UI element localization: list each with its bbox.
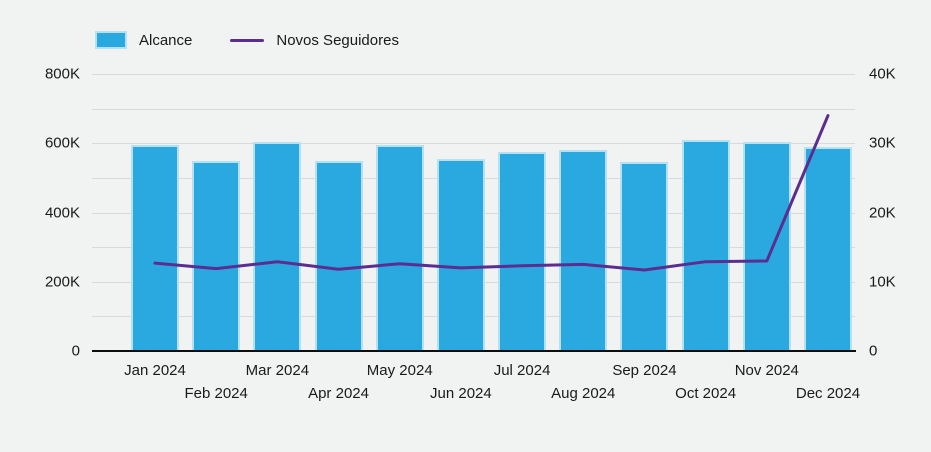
bar-dec-2024[interactable] xyxy=(803,146,852,351)
novos-seguidores-swatch-icon xyxy=(230,38,265,42)
plot-area xyxy=(92,74,855,351)
x-axis-label-jul-2024: Jul 2024 xyxy=(493,362,551,379)
bar-oct-2024[interactable] xyxy=(681,139,730,351)
x-axis-label-apr-2024: Apr 2024 xyxy=(308,385,369,402)
bar-feb-2024[interactable] xyxy=(192,160,241,351)
legend-item-novos-seguidores[interactable]: Novos Seguidores xyxy=(230,32,399,49)
x-axis-label-feb-2024: Feb 2024 xyxy=(184,385,248,402)
x-axis-label-mar-2024: Mar 2024 xyxy=(245,362,310,379)
bar-jul-2024[interactable] xyxy=(498,151,547,351)
bar-aug-2024[interactable] xyxy=(559,150,608,351)
bar-mar-2024[interactable] xyxy=(253,141,302,351)
bar-sep-2024[interactable] xyxy=(620,162,669,351)
left-axis-tick: 400K xyxy=(44,204,80,221)
right-axis-tick: 30K xyxy=(869,134,896,152)
alcance-swatch-icon xyxy=(95,31,127,49)
left-axis-tick: 800K xyxy=(44,65,80,83)
x-axis-label-dec-2024: Dec 2024 xyxy=(795,385,861,402)
bar-nov-2024[interactable] xyxy=(742,141,791,351)
x-axis-label-jan-2024: Jan 2024 xyxy=(124,362,186,379)
x-axis-label-may-2024: May 2024 xyxy=(366,362,433,379)
legend-item-alcance[interactable]: Alcance xyxy=(95,31,192,49)
right-axis-tick: 40K xyxy=(869,65,896,83)
novos-seguidores-line xyxy=(153,114,830,272)
x-axis-label-oct-2024: Oct 2024 xyxy=(675,385,737,402)
left-axis-tick: 0 xyxy=(71,342,80,360)
right-axis-tick: 10K xyxy=(869,273,896,291)
chart-legend: Alcance Novos Seguidores xyxy=(95,31,399,49)
bar-jun-2024[interactable] xyxy=(436,158,485,351)
left-axis-tick: 200K xyxy=(44,273,80,291)
gridline xyxy=(92,74,855,75)
bar-may-2024[interactable] xyxy=(375,144,424,351)
x-axis-label-aug-2024: Aug 2024 xyxy=(551,385,616,402)
line-path xyxy=(153,114,830,272)
legend-label-novos-seguidores: Novos Seguidores xyxy=(276,31,399,49)
legend-label-alcance: Alcance xyxy=(139,31,193,49)
right-axis-tick: 20K xyxy=(869,204,896,221)
gridline xyxy=(92,108,855,110)
gridline xyxy=(92,143,855,145)
right-axis-tick: 0 xyxy=(869,342,878,360)
left-axis-tick: 600K xyxy=(44,134,80,152)
x-axis-label-sep-2024: Sep 2024 xyxy=(612,362,677,379)
x-axis-label-jun-2024: Jun 2024 xyxy=(430,385,492,402)
bar-apr-2024[interactable] xyxy=(314,160,363,351)
x-axis-label-nov-2024: Nov 2024 xyxy=(734,362,799,379)
x-axis-line xyxy=(92,350,856,352)
bar-jan-2024[interactable] xyxy=(131,144,179,351)
